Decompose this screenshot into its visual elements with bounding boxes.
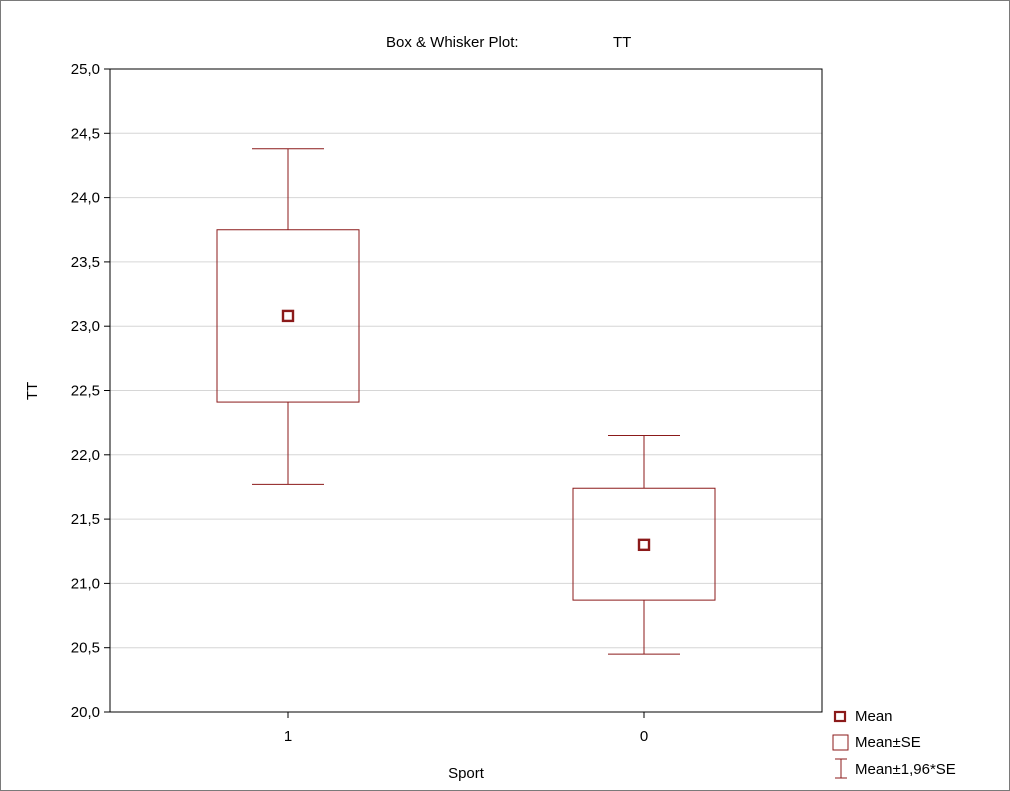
y-tick-label: 23,0	[71, 318, 100, 335]
se-box	[216, 229, 360, 403]
x-tick-label: 1	[284, 728, 292, 745]
x-axis-label: Sport	[448, 765, 485, 782]
y-tick-label: 24,0	[71, 190, 100, 207]
y-tick-label: 22,5	[71, 383, 100, 400]
legend-mean-label: Mean	[855, 708, 893, 725]
y-axis-ticks: 20,0 20,5 21,0 21,5 22,0 22,5 23,0 23,5 24,0 24,5…	[71, 61, 110, 721]
mean-marker	[637, 538, 651, 552]
mean-marker	[281, 309, 295, 323]
chart-title: Box & Whisker Plot:	[386, 34, 519, 51]
se-box	[572, 487, 716, 601]
y-tick-label: 21,0	[71, 575, 100, 592]
box-series	[216, 148, 716, 655]
legend-ci-icon	[835, 758, 847, 779]
box-group	[572, 435, 716, 655]
y-tick-label: 25,0	[71, 61, 100, 78]
y-tick-label: 24,5	[71, 125, 100, 142]
legend-se-label: Mean±SE	[855, 734, 921, 751]
x-tick-label: 0	[640, 728, 648, 745]
gridlines	[110, 132, 822, 649]
y-tick-label: 21,5	[71, 511, 100, 528]
y-tick-label: 20,5	[71, 640, 100, 657]
legend: Mean Mean±SE Mean±1,96*SE	[832, 708, 956, 779]
legend-mean-icon	[833, 710, 847, 723]
box-group	[216, 148, 360, 485]
legend-se-icon	[832, 734, 849, 751]
chart-variable-name: TT	[613, 34, 631, 51]
y-tick-label: 22,0	[71, 447, 100, 464]
legend-ci-label: Mean±1,96*SE	[855, 761, 956, 778]
y-tick-label: 23,5	[71, 254, 100, 271]
plot-frame	[109, 68, 823, 713]
y-axis-label: TT	[24, 382, 41, 400]
y-tick-label: 20,0	[71, 704, 100, 721]
